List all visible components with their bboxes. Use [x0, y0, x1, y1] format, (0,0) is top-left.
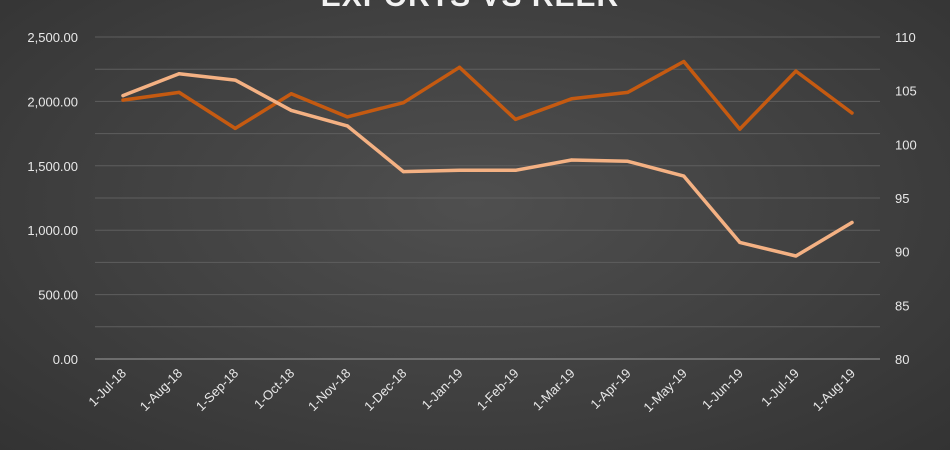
data-point [457, 65, 462, 69]
x-axis-tick-label: 1-Dec-18 [361, 366, 409, 414]
x-axis-tick-label: 1-Oct-18 [251, 366, 297, 412]
right-axis-ticks: 80 85 90 95 100 105 110 [895, 30, 917, 367]
x-axis-tick-label: 1-Jul-19 [758, 366, 802, 410]
data-point [289, 108, 293, 113]
right-axis-tick-label: 80 [895, 352, 909, 367]
x-axis-tick-label: 1-May-19 [640, 366, 689, 415]
data-point [121, 98, 125, 102]
x-axis-tick-label: 1-Mar-19 [530, 366, 578, 414]
left-axis-tick-label: 2,000.00 [27, 94, 78, 109]
x-axis-tick-label: 1-Apr-19 [587, 366, 633, 412]
series-line-2 [121, 71, 854, 258]
x-axis-ticks: 1-Jul-18 1-Aug-18 1-Sep-18 1-Oct-18 1-Nov-18… [85, 366, 858, 415]
data-point [457, 168, 462, 172]
left-axis-tick-label: 0.00 [53, 352, 78, 367]
data-point [401, 169, 405, 174]
x-axis-tick-label: 1-Feb-19 [474, 366, 522, 414]
x-axis-tick-label: 1-Jul-18 [85, 366, 129, 410]
data-point [233, 78, 237, 82]
right-axis-tick-label: 90 [895, 245, 909, 260]
data-point [345, 124, 349, 128]
right-axis-tick-label: 110 [895, 30, 916, 45]
left-axis-tick-label: 2,500.00 [27, 30, 78, 45]
data-point [794, 254, 798, 258]
data-point [177, 72, 181, 76]
data-point [177, 90, 181, 94]
right-axis-tick-label: 85 [895, 298, 909, 313]
series-line-1 [121, 59, 854, 131]
data-point [570, 158, 574, 162]
x-axis-tick-label: 1-Nov-18 [305, 366, 353, 414]
x-axis-tick-label: 1-Aug-19 [810, 366, 858, 414]
data-point [626, 159, 630, 163]
left-axis-tick-label: 1,000.00 [27, 223, 78, 238]
data-point [570, 97, 574, 101]
left-axis-tick-label: 500.00 [38, 288, 78, 303]
left-axis-tick-label: 1,500.00 [27, 159, 78, 174]
gridlines [95, 36, 880, 360]
data-point [682, 174, 686, 178]
data-point [626, 90, 630, 94]
data-point [850, 111, 854, 115]
x-axis-tick-label: 1-Jun-19 [699, 366, 746, 413]
x-axis-tick-label: 1-Jan-19 [419, 366, 466, 413]
series-layer [121, 59, 854, 258]
left-axis-ticks: 0.00 500.00 1,000.00 1,500.00 2,000.00 2,500.… [27, 30, 78, 367]
data-point [794, 69, 798, 73]
data-point [738, 127, 742, 131]
data-point [121, 94, 125, 98]
right-axis-tick-label: 105 [895, 84, 917, 99]
chart-title: EXPORTS VS REER [321, 0, 619, 13]
data-point [289, 92, 293, 96]
data-point [513, 168, 518, 172]
data-point [233, 126, 237, 131]
data-point [682, 59, 686, 64]
right-axis-tick-label: 100 [895, 137, 917, 152]
data-point [513, 117, 518, 122]
data-point [738, 240, 742, 245]
data-point [850, 220, 854, 225]
data-point [401, 101, 405, 105]
x-axis-tick-label: 1-Sep-18 [193, 366, 241, 414]
data-point [345, 115, 349, 119]
x-axis-tick-label: 1-Aug-18 [137, 366, 185, 414]
right-axis-tick-label: 95 [895, 191, 909, 206]
